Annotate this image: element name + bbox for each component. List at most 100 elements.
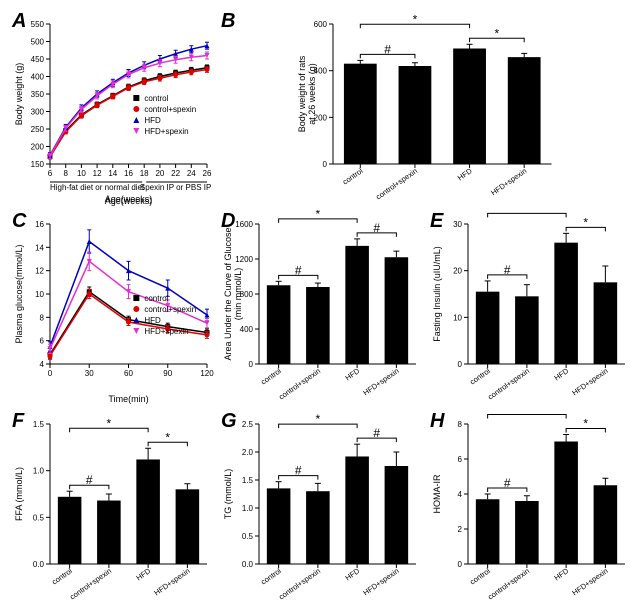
panel-F: F0.00.51.01.5FFA (mmol/L)controlcontrol+… (10, 410, 215, 606)
bar (385, 466, 409, 564)
svg-text:Time(min): Time(min) (108, 394, 148, 404)
svg-text:Fasting Insulin (uIU/mL): Fasting Insulin (uIU/mL) (432, 246, 442, 342)
svg-text:#: # (295, 464, 302, 478)
panel-B: B 0200400600Body weight of ratsat 26 week… (219, 10, 633, 206)
svg-text:*: * (494, 26, 499, 40)
svg-text:Area Under the Curve of Glucos: Area Under the Curve of Glucose (223, 227, 233, 360)
svg-text:12: 12 (93, 169, 102, 178)
bar (385, 257, 409, 364)
chart-B: 0200400600Body weight of ratsat 26 weeks… (293, 10, 560, 206)
svg-text:550: 550 (31, 20, 45, 29)
svg-text:HFD: HFD (456, 166, 474, 183)
bar (554, 243, 578, 364)
svg-text:HOMA-IR: HOMA-IR (432, 474, 442, 513)
panel-G: G0.00.51.01.52.02.5TG (mmol/L)controlcon… (219, 410, 424, 606)
svg-text:HFD: HFD (134, 566, 152, 583)
svg-text:HFD+spexin: HFD+spexin (152, 566, 191, 597)
svg-text:control: control (259, 366, 283, 386)
svg-text:HFD+spexin: HFD+spexin (489, 166, 528, 197)
svg-text:2.0: 2.0 (242, 448, 254, 457)
panel-label: D (221, 210, 235, 233)
svg-text:1.5: 1.5 (33, 420, 45, 429)
panel-label: C (12, 210, 26, 233)
bar (58, 497, 82, 564)
svg-text:HFD+spexin: HFD+spexin (570, 566, 609, 597)
svg-text:20: 20 (155, 169, 164, 178)
panel-E: E0102030Fasting Insulin (uIU/mL)controlc… (428, 210, 633, 406)
svg-text:20: 20 (453, 267, 462, 276)
svg-text:16: 16 (35, 220, 44, 229)
svg-text:120: 120 (200, 369, 214, 378)
panel-H: H02468HOMA-IRcontrolcontrol+spexinHFDHFD… (428, 410, 633, 606)
svg-text:4: 4 (40, 360, 45, 369)
bar (515, 296, 539, 364)
svg-text:6: 6 (48, 169, 53, 178)
svg-text:control: control (468, 366, 492, 386)
svg-text:8: 8 (458, 420, 463, 429)
svg-text:HFD: HFD (343, 366, 361, 383)
svg-text:*: * (316, 210, 321, 221)
svg-text:control: control (468, 566, 492, 586)
bar (515, 501, 539, 564)
svg-text:4: 4 (458, 490, 463, 499)
svg-text:HFD+spexin: HFD+spexin (144, 127, 188, 136)
bar (267, 285, 291, 364)
panel-A: A150200250300350400450500550Body weight … (10, 10, 215, 206)
panel-label: E (430, 210, 443, 233)
svg-text:control+spexin: control+spexin (68, 566, 113, 601)
svg-text:#: # (384, 42, 391, 56)
svg-text:HFD+spexin: HFD+spexin (144, 327, 188, 336)
bar (554, 442, 578, 565)
svg-text:Body weight (g): Body weight (g) (14, 63, 24, 126)
svg-text:Body weight of rats: Body weight of rats (297, 55, 307, 132)
panel-label: G (221, 410, 237, 433)
svg-text:22: 22 (171, 169, 180, 178)
svg-text:#: # (295, 263, 302, 277)
panel-label: H (430, 410, 444, 433)
svg-text:control: control (50, 566, 74, 586)
svg-text:450: 450 (31, 55, 45, 64)
svg-text:14: 14 (108, 169, 117, 178)
svg-text:at 26 weeks (g): at 26 weeks (g) (307, 63, 317, 125)
svg-text:400: 400 (240, 325, 254, 334)
svg-text:2: 2 (458, 525, 463, 534)
svg-text:*: * (316, 412, 321, 426)
svg-text:TG (mmol/L): TG (mmol/L) (223, 469, 233, 520)
svg-text:(min mmol/L): (min mmol/L) (233, 268, 243, 321)
svg-text:1200: 1200 (235, 255, 253, 264)
bar (398, 66, 431, 164)
svg-text:control+spexin: control+spexin (374, 166, 419, 201)
svg-text:1.5: 1.5 (242, 476, 254, 485)
svg-text:*: * (525, 210, 530, 215)
svg-text:150: 150 (31, 160, 45, 169)
svg-text:2.5: 2.5 (242, 420, 254, 429)
chart-G: 0.00.51.01.52.02.5TG (mmol/L)controlcont… (219, 410, 424, 606)
svg-text:*: * (165, 430, 170, 444)
svg-text:10: 10 (453, 313, 462, 322)
svg-text:60: 60 (124, 369, 133, 378)
svg-text:6: 6 (458, 455, 463, 464)
svg-text:0: 0 (249, 360, 254, 369)
bar (594, 485, 618, 564)
svg-text:control+spexin: control+spexin (277, 366, 322, 401)
svg-text:0.0: 0.0 (33, 560, 45, 569)
svg-text:0: 0 (458, 560, 463, 569)
svg-text:control+spexin: control+spexin (144, 305, 196, 314)
svg-text:Age(weeks): Age(weeks) (105, 196, 153, 206)
panel-D: D040080012001600Area Under the Curve of … (219, 210, 424, 406)
svg-text:0.0: 0.0 (242, 560, 254, 569)
svg-text:18: 18 (140, 169, 149, 178)
svg-text:control+spexin: control+spexin (486, 366, 531, 401)
svg-text:24: 24 (187, 169, 196, 178)
bar (136, 459, 160, 564)
svg-text:control: control (144, 94, 168, 103)
svg-text:control: control (144, 294, 168, 303)
svg-text:0.5: 0.5 (33, 513, 45, 522)
svg-text:1.0: 1.0 (33, 467, 45, 476)
bar (508, 57, 541, 164)
panel-label: B (221, 10, 235, 33)
bar (267, 488, 291, 564)
chart-D: 040080012001600Area Under the Curve of G… (219, 210, 424, 406)
bar (476, 499, 500, 564)
svg-text:0: 0 (458, 360, 463, 369)
